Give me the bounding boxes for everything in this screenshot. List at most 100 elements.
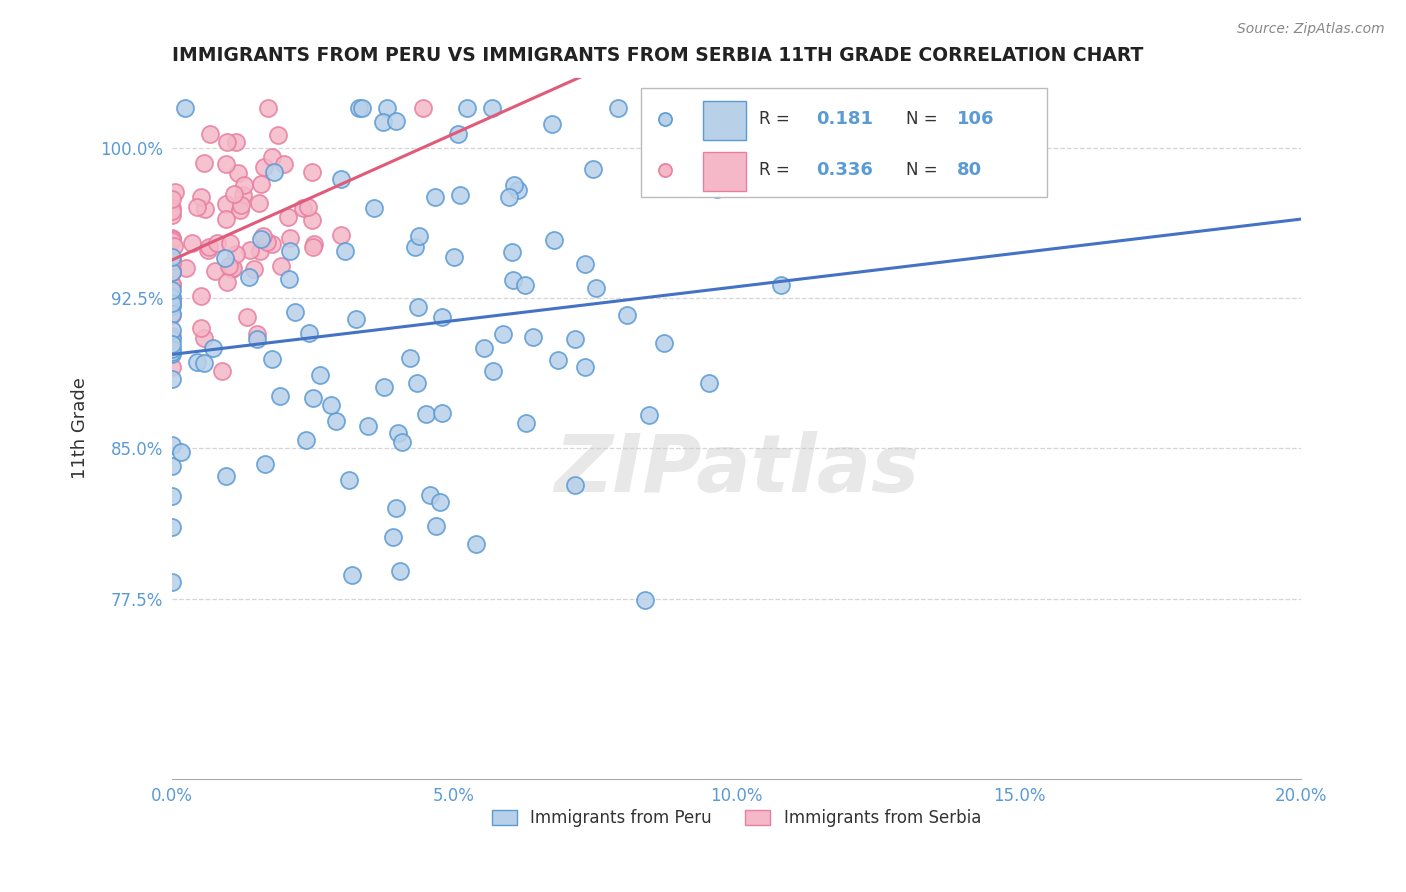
Point — [162, 231, 184, 245]
Point — [481, 101, 503, 115]
Point — [404, 240, 426, 254]
Point — [162, 372, 184, 386]
Point — [616, 308, 638, 322]
Point — [260, 352, 283, 367]
Point — [699, 376, 721, 391]
Point — [337, 473, 360, 487]
Point — [637, 408, 659, 422]
Point — [246, 333, 269, 347]
Point — [301, 164, 323, 178]
Point — [162, 253, 184, 268]
Point — [162, 342, 184, 356]
Point — [607, 101, 630, 115]
Point — [236, 310, 259, 324]
Point — [501, 244, 523, 259]
Point — [329, 171, 352, 186]
Point — [415, 407, 437, 421]
Text: R =: R = — [759, 110, 790, 128]
Point — [269, 389, 291, 403]
Point — [162, 438, 184, 452]
Point — [385, 114, 408, 128]
Point — [211, 363, 233, 377]
Point — [198, 128, 221, 142]
Point — [284, 305, 307, 319]
Point — [515, 416, 537, 430]
Point — [250, 232, 273, 246]
Point — [181, 236, 204, 251]
Point — [165, 186, 187, 200]
Text: N =: N = — [905, 110, 938, 128]
Point — [301, 392, 323, 406]
Point — [652, 336, 675, 351]
Point — [162, 307, 184, 321]
Point — [247, 196, 270, 211]
Point — [405, 376, 427, 391]
Point — [432, 406, 454, 420]
Point — [304, 237, 326, 252]
Point — [498, 190, 520, 204]
Point — [162, 201, 184, 215]
Point — [432, 310, 454, 324]
Point — [162, 336, 184, 351]
Point — [260, 150, 283, 164]
Point — [162, 263, 184, 277]
Point — [239, 243, 262, 257]
Point — [456, 101, 478, 115]
Point — [295, 433, 318, 447]
Point — [162, 232, 184, 246]
Point — [228, 203, 250, 218]
Point — [252, 228, 274, 243]
Point — [513, 278, 536, 293]
Point — [564, 332, 586, 346]
Point — [225, 246, 247, 260]
Point — [357, 418, 380, 433]
Point — [425, 190, 447, 204]
Point — [218, 259, 240, 273]
Point — [325, 414, 347, 428]
Point — [425, 519, 447, 533]
Point — [449, 188, 471, 202]
Point — [541, 117, 564, 131]
Point — [373, 380, 395, 394]
Text: IMMIGRANTS FROM PERU VS IMMIGRANTS FROM SERBIA 11TH GRADE CORRELATION CHART: IMMIGRANTS FROM PERU VS IMMIGRANTS FROM … — [172, 46, 1143, 65]
Point — [170, 444, 193, 458]
Point — [375, 101, 398, 115]
Point — [190, 190, 212, 204]
Point — [243, 261, 266, 276]
Point — [215, 469, 238, 483]
Point — [162, 250, 184, 264]
Point — [547, 353, 569, 368]
Point — [162, 574, 184, 589]
Point — [249, 177, 271, 191]
Point — [215, 212, 238, 227]
Point — [162, 359, 184, 374]
Point — [193, 356, 215, 370]
Point — [233, 178, 256, 193]
Point — [508, 183, 530, 197]
Point — [162, 264, 184, 278]
Point — [373, 114, 395, 128]
Point — [350, 101, 373, 115]
Point — [446, 127, 468, 141]
Point — [198, 239, 221, 253]
Point — [214, 196, 236, 211]
Point — [443, 250, 465, 264]
Point — [162, 208, 184, 222]
Point — [502, 273, 524, 287]
Point — [176, 261, 198, 276]
Point — [254, 457, 277, 471]
Point — [502, 178, 524, 192]
Point — [574, 257, 596, 271]
Point — [465, 537, 488, 551]
Point — [229, 197, 252, 211]
Point — [273, 157, 295, 171]
Point — [162, 329, 184, 343]
Point — [162, 299, 184, 313]
Point — [202, 341, 225, 355]
Point — [387, 426, 409, 441]
Point — [162, 234, 184, 248]
Point — [706, 182, 728, 196]
Point — [412, 101, 434, 115]
Point — [162, 203, 184, 218]
Point — [162, 256, 184, 270]
